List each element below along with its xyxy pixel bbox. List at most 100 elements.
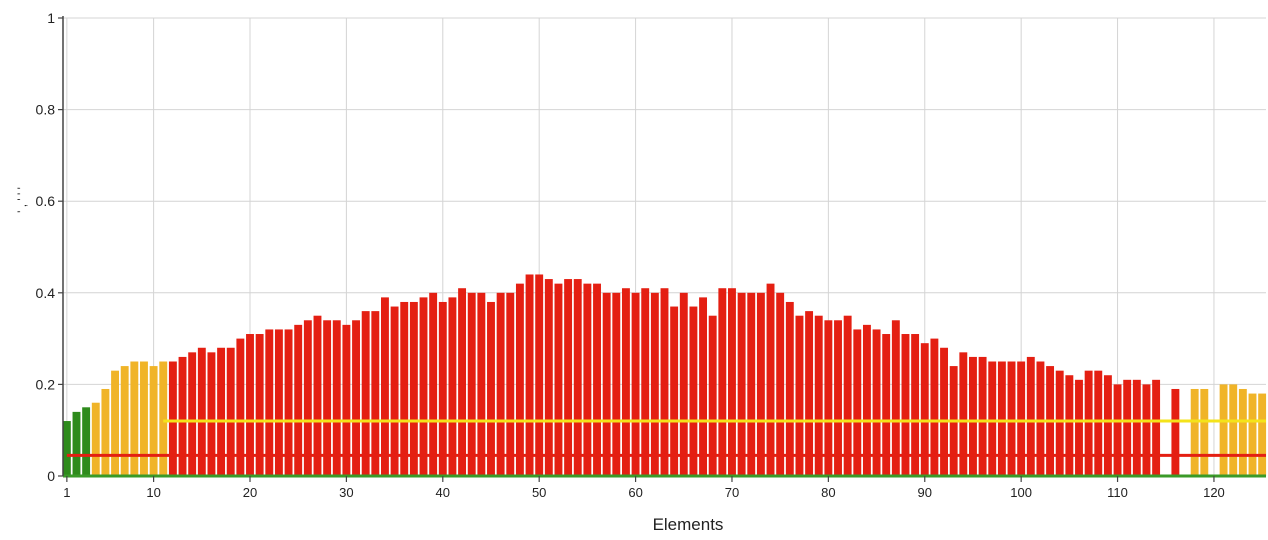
- axes: [58, 16, 1266, 482]
- bar: [679, 292, 688, 476]
- bar: [188, 352, 197, 476]
- bar: [593, 283, 601, 476]
- bar: [573, 279, 582, 476]
- bar: [1026, 356, 1035, 476]
- x-tick-label: 50: [532, 485, 546, 500]
- bar: [525, 274, 534, 476]
- bar: [1036, 361, 1045, 476]
- bar: [988, 361, 997, 476]
- bar: [438, 301, 447, 476]
- y-tick-label: 0.2: [36, 376, 56, 392]
- bar: [284, 329, 293, 476]
- bar: [834, 320, 842, 476]
- bar: [246, 334, 254, 476]
- bar: [814, 315, 823, 476]
- bar: [708, 315, 717, 476]
- bar: [429, 292, 438, 476]
- threshold-lines: [66, 419, 1266, 457]
- y-tick-label: 0: [47, 468, 55, 484]
- bar: [1219, 384, 1228, 476]
- bar: [381, 297, 389, 476]
- bar: [535, 274, 544, 476]
- bar: [1248, 393, 1257, 476]
- bar: [342, 324, 351, 476]
- bar: [409, 301, 418, 476]
- bar: [361, 311, 370, 476]
- bar: [197, 347, 206, 476]
- bar: [506, 292, 515, 476]
- bar: [621, 288, 630, 476]
- y-tick-label: 0.6: [36, 193, 56, 209]
- bar: [776, 292, 785, 476]
- bar: [747, 292, 756, 476]
- bar: [756, 292, 765, 476]
- bar: [1152, 379, 1161, 476]
- bar: [515, 283, 524, 476]
- bar: [207, 352, 216, 476]
- bar: [313, 315, 322, 476]
- bars: [62, 274, 1267, 476]
- bar: [554, 283, 563, 476]
- bar: [178, 356, 187, 476]
- bar: [940, 347, 948, 476]
- bar: [458, 288, 467, 476]
- bar: [62, 421, 71, 476]
- bar: [487, 301, 495, 476]
- bar: [689, 306, 698, 476]
- bar: [419, 297, 428, 476]
- bar: [1113, 384, 1122, 476]
- bar: [853, 329, 862, 476]
- bar: [583, 283, 592, 476]
- bar: [1007, 361, 1016, 476]
- bar: [400, 301, 409, 476]
- bar: [390, 306, 399, 476]
- bar: [612, 292, 621, 476]
- bar: [323, 320, 332, 476]
- bar: [1171, 388, 1180, 476]
- bar: [901, 334, 910, 476]
- bar: [332, 320, 341, 476]
- bar: [236, 338, 245, 476]
- bar: [1123, 379, 1132, 476]
- bar: [101, 388, 110, 476]
- bar: [1094, 370, 1103, 476]
- bar: [824, 320, 833, 476]
- bar: [1103, 375, 1112, 476]
- bar: [959, 352, 968, 476]
- bar: [1200, 388, 1209, 476]
- x-tick-label: 90: [918, 485, 932, 500]
- bar: [120, 366, 129, 476]
- x-tick-label: 110: [1107, 485, 1128, 500]
- bar: [891, 320, 900, 476]
- bar: [872, 329, 881, 476]
- x-axis-label: Elements: [653, 515, 724, 534]
- bar: [843, 315, 852, 476]
- bar: [149, 366, 158, 476]
- bar: [920, 343, 929, 476]
- bar: [564, 279, 573, 476]
- bar: [930, 338, 939, 476]
- y-tick-label: 1: [47, 10, 55, 26]
- bar: [274, 329, 283, 476]
- bar: [82, 407, 91, 476]
- bar: [969, 356, 977, 476]
- bar: [91, 402, 100, 476]
- x-tick-labels: 1 10 20 30 40 50 60 70 80 90 100 110 120: [63, 485, 1225, 500]
- x-tick-label: 40: [436, 485, 450, 500]
- x-tick-label: 60: [628, 485, 642, 500]
- bar: [660, 288, 669, 476]
- bar: [72, 411, 81, 476]
- bar: [371, 311, 380, 476]
- bar: [641, 288, 650, 476]
- bar: [467, 292, 476, 476]
- bar: [1190, 388, 1199, 476]
- bar: [544, 279, 553, 476]
- bar: [785, 301, 794, 476]
- bar: [265, 329, 274, 476]
- bar: [997, 361, 1006, 476]
- y-tick-labels: 0 0.2 0.4 0.6 0.8 1: [36, 10, 56, 484]
- bar: [352, 320, 360, 476]
- x-tick-label: 20: [243, 485, 257, 500]
- bar: [1229, 384, 1238, 476]
